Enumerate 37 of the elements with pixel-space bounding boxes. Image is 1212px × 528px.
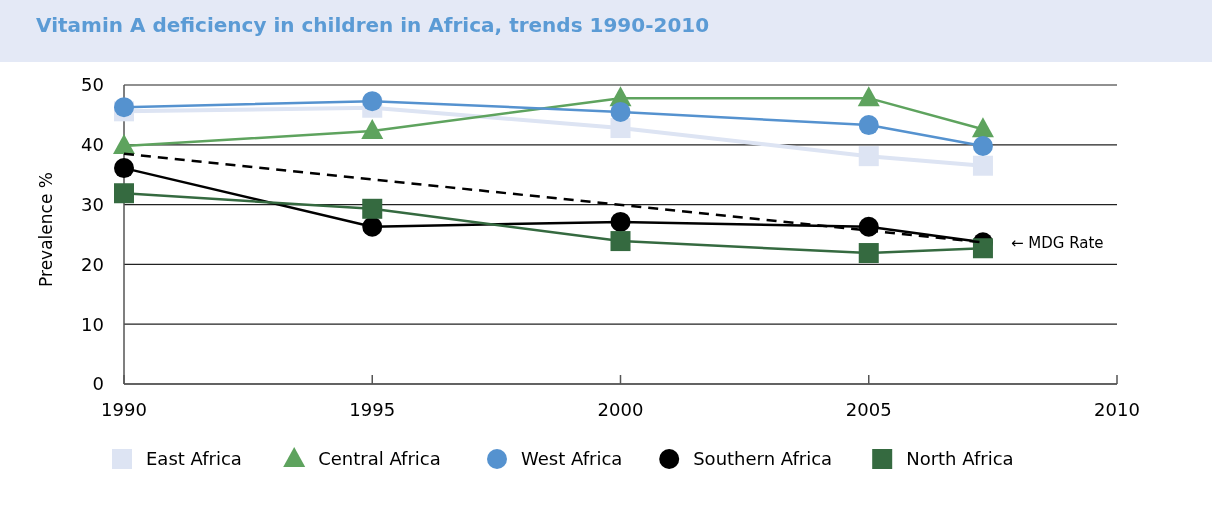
point — [361, 119, 384, 140]
point — [610, 101, 631, 122]
x-tick-label: 1990 — [101, 399, 147, 420]
point — [858, 146, 879, 167]
legend-label: Southern Africa — [693, 448, 833, 470]
legend-label: West Africa — [521, 448, 623, 470]
y-axis-title: Prevalence % — [36, 172, 56, 287]
point — [362, 216, 383, 237]
legend-label: Central Africa — [318, 448, 441, 470]
y-tick-label: 20 — [81, 253, 104, 275]
point — [971, 117, 994, 138]
y-tick-label: 10 — [81, 313, 104, 335]
point — [972, 136, 993, 156]
point — [972, 238, 993, 259]
y-tick-label: 0 — [92, 373, 104, 395]
chart-title: Vitamin A deficiency in children in Africa, trends 1990-2010 — [36, 13, 710, 37]
y-tick-label: 50 — [81, 74, 104, 96]
legend-label: East Africa — [146, 448, 242, 470]
y-tick-label: 40 — [81, 134, 104, 156]
point — [858, 243, 879, 264]
x-tick-label: 2005 — [845, 399, 892, 420]
point — [858, 115, 879, 136]
point — [610, 211, 631, 232]
point — [857, 86, 880, 107]
annotation: ← MDG Rate — [1010, 233, 1104, 252]
y-tick-label: 30 — [81, 193, 104, 215]
point — [362, 91, 383, 112]
x-tick-label: 2010 — [1094, 399, 1140, 420]
point — [114, 158, 134, 179]
legend-label: North Africa — [906, 448, 1014, 470]
point — [113, 134, 135, 154]
x-tick-label: 2000 — [597, 399, 644, 420]
point — [610, 231, 631, 252]
x-tick-label: 1995 — [349, 399, 396, 420]
point — [114, 183, 134, 204]
point — [362, 198, 383, 219]
point — [972, 155, 993, 176]
